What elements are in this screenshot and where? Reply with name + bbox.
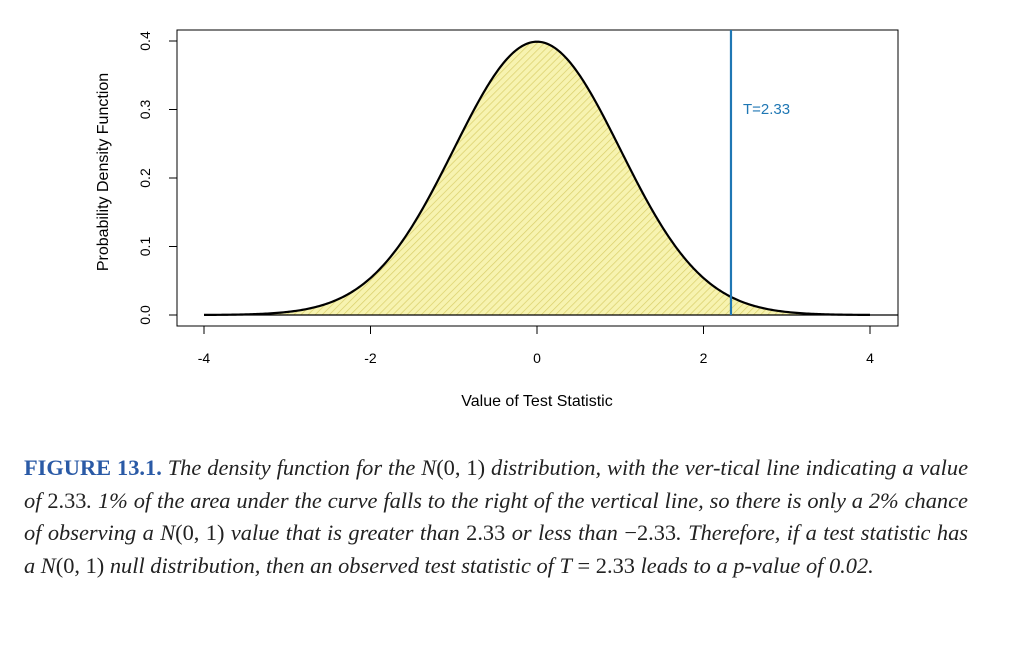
caption-segment: N [421, 455, 437, 480]
caption-segment: −2.33 [624, 520, 677, 545]
caption-segment: (0, 1) [175, 520, 225, 545]
x-tick-label: -2 [364, 350, 377, 366]
figure-label: FIGURE 13.1. [24, 455, 162, 480]
y-axis-title: Probability Density Function [95, 73, 112, 271]
x-tick-label: 0 [533, 350, 541, 366]
y-axis: 0.0 0.1 0.2 0.3 0.4 [137, 31, 178, 325]
y-tick-label: 0.0 [137, 305, 153, 325]
x-axis: -4 -2 0 2 4 [198, 325, 874, 366]
x-axis-title: Value of Test Statistic [461, 393, 612, 410]
caption-segment: (0, 1) [55, 552, 105, 578]
caption-segment: N [40, 552, 56, 578]
x-tick-label: 2 [700, 350, 708, 366]
caption-segment: = 2.33 [571, 552, 635, 578]
caption-segment: distribution, with the ver-tical line in… [24, 455, 969, 513]
density-curve [203, 40, 871, 317]
caption-segment: or less than [505, 520, 625, 545]
caption-segment: (0, 1) [436, 455, 486, 480]
y-tick-label: 0.4 [137, 31, 153, 51]
density-area-fill [204, 41, 870, 315]
caption-segment: leads to a p-value of 0.02. [634, 552, 874, 578]
caption-segment: The density function for the [161, 455, 422, 480]
caption-segment: . 1% of the area under the curve falls t… [24, 487, 968, 546]
x-tick-label: -4 [198, 350, 211, 366]
caption-segment: null distribution, then an observed test… [104, 552, 560, 578]
caption-segment: . Therefore, if a test statistic has a [24, 520, 968, 578]
density-chart: T=2.33 -4 -2 0 2 4 0.0 0.1 0.2 0.3 0.4 Value of … [95, 29, 899, 410]
caption-segment: N [160, 520, 176, 545]
caption-segment: T [559, 552, 572, 578]
caption-segment: value that is greater than [224, 520, 467, 545]
caption-text: The density function for the N(0, 1) dis… [24, 455, 968, 578]
y-tick-label: 0.1 [137, 237, 153, 257]
y-tick-label: 0.3 [137, 100, 153, 120]
test-statistic-label: T=2.33 [743, 101, 790, 118]
caption-segment: 2.33 [466, 520, 506, 545]
x-tick-label: 4 [866, 350, 874, 366]
y-tick-label: 0.2 [137, 168, 153, 188]
figure-caption: FIGURE 13.1. The density function for th… [24, 452, 968, 582]
caption-segment: 2.33 [47, 487, 87, 513]
